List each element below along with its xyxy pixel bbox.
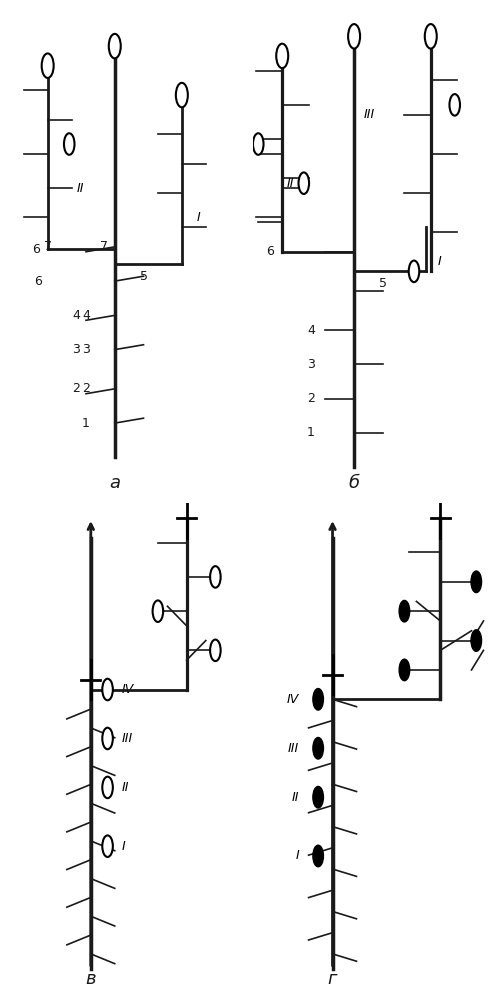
Text: 1: 1 <box>82 417 90 430</box>
Text: г: г <box>328 970 338 988</box>
Circle shape <box>253 133 264 155</box>
Circle shape <box>399 600 409 622</box>
Text: а: а <box>110 474 120 492</box>
Circle shape <box>408 261 420 282</box>
Circle shape <box>152 600 163 622</box>
Circle shape <box>298 172 309 194</box>
Text: IV: IV <box>286 693 299 706</box>
Circle shape <box>276 44 288 68</box>
Text: III: III <box>288 742 299 755</box>
Text: III: III <box>364 108 375 121</box>
Circle shape <box>471 571 482 593</box>
Text: 4: 4 <box>72 309 80 322</box>
Text: II: II <box>76 182 84 195</box>
Circle shape <box>42 53 54 78</box>
Text: I: I <box>438 255 442 268</box>
Text: I: I <box>196 211 200 224</box>
Text: I: I <box>295 849 299 862</box>
Circle shape <box>313 689 324 710</box>
Circle shape <box>64 133 74 155</box>
Circle shape <box>313 737 324 759</box>
Text: 6: 6 <box>34 275 42 288</box>
Text: 3: 3 <box>72 343 80 356</box>
Text: 7: 7 <box>44 240 52 253</box>
Circle shape <box>450 94 460 116</box>
Text: в: в <box>86 970 96 988</box>
Text: 2: 2 <box>82 382 90 395</box>
Text: 2: 2 <box>307 392 315 405</box>
Text: 2: 2 <box>72 382 80 395</box>
Circle shape <box>313 845 324 867</box>
Circle shape <box>102 679 113 700</box>
Circle shape <box>210 566 220 588</box>
Circle shape <box>176 83 188 107</box>
Text: 4: 4 <box>82 309 90 322</box>
Text: 6: 6 <box>32 243 40 256</box>
Circle shape <box>425 24 437 49</box>
Circle shape <box>399 659 409 681</box>
Circle shape <box>471 630 482 651</box>
Text: 3: 3 <box>82 343 90 356</box>
Text: б: б <box>348 474 360 492</box>
Text: III: III <box>122 732 133 745</box>
Text: 6: 6 <box>266 245 274 258</box>
Circle shape <box>102 777 113 798</box>
Text: II: II <box>122 781 130 794</box>
Circle shape <box>109 34 120 58</box>
Circle shape <box>102 835 113 857</box>
Text: 5: 5 <box>140 270 147 283</box>
Text: 1: 1 <box>307 426 315 439</box>
Text: 3: 3 <box>307 358 315 371</box>
Text: II: II <box>292 791 299 804</box>
Circle shape <box>348 24 360 49</box>
Text: IV: IV <box>122 683 134 696</box>
Text: II: II <box>287 177 294 190</box>
Circle shape <box>210 640 220 661</box>
Circle shape <box>102 728 113 749</box>
Text: 5: 5 <box>379 277 387 290</box>
Circle shape <box>313 786 324 808</box>
Text: 7: 7 <box>100 240 108 253</box>
Text: 4: 4 <box>307 324 315 337</box>
Text: I: I <box>122 840 126 853</box>
